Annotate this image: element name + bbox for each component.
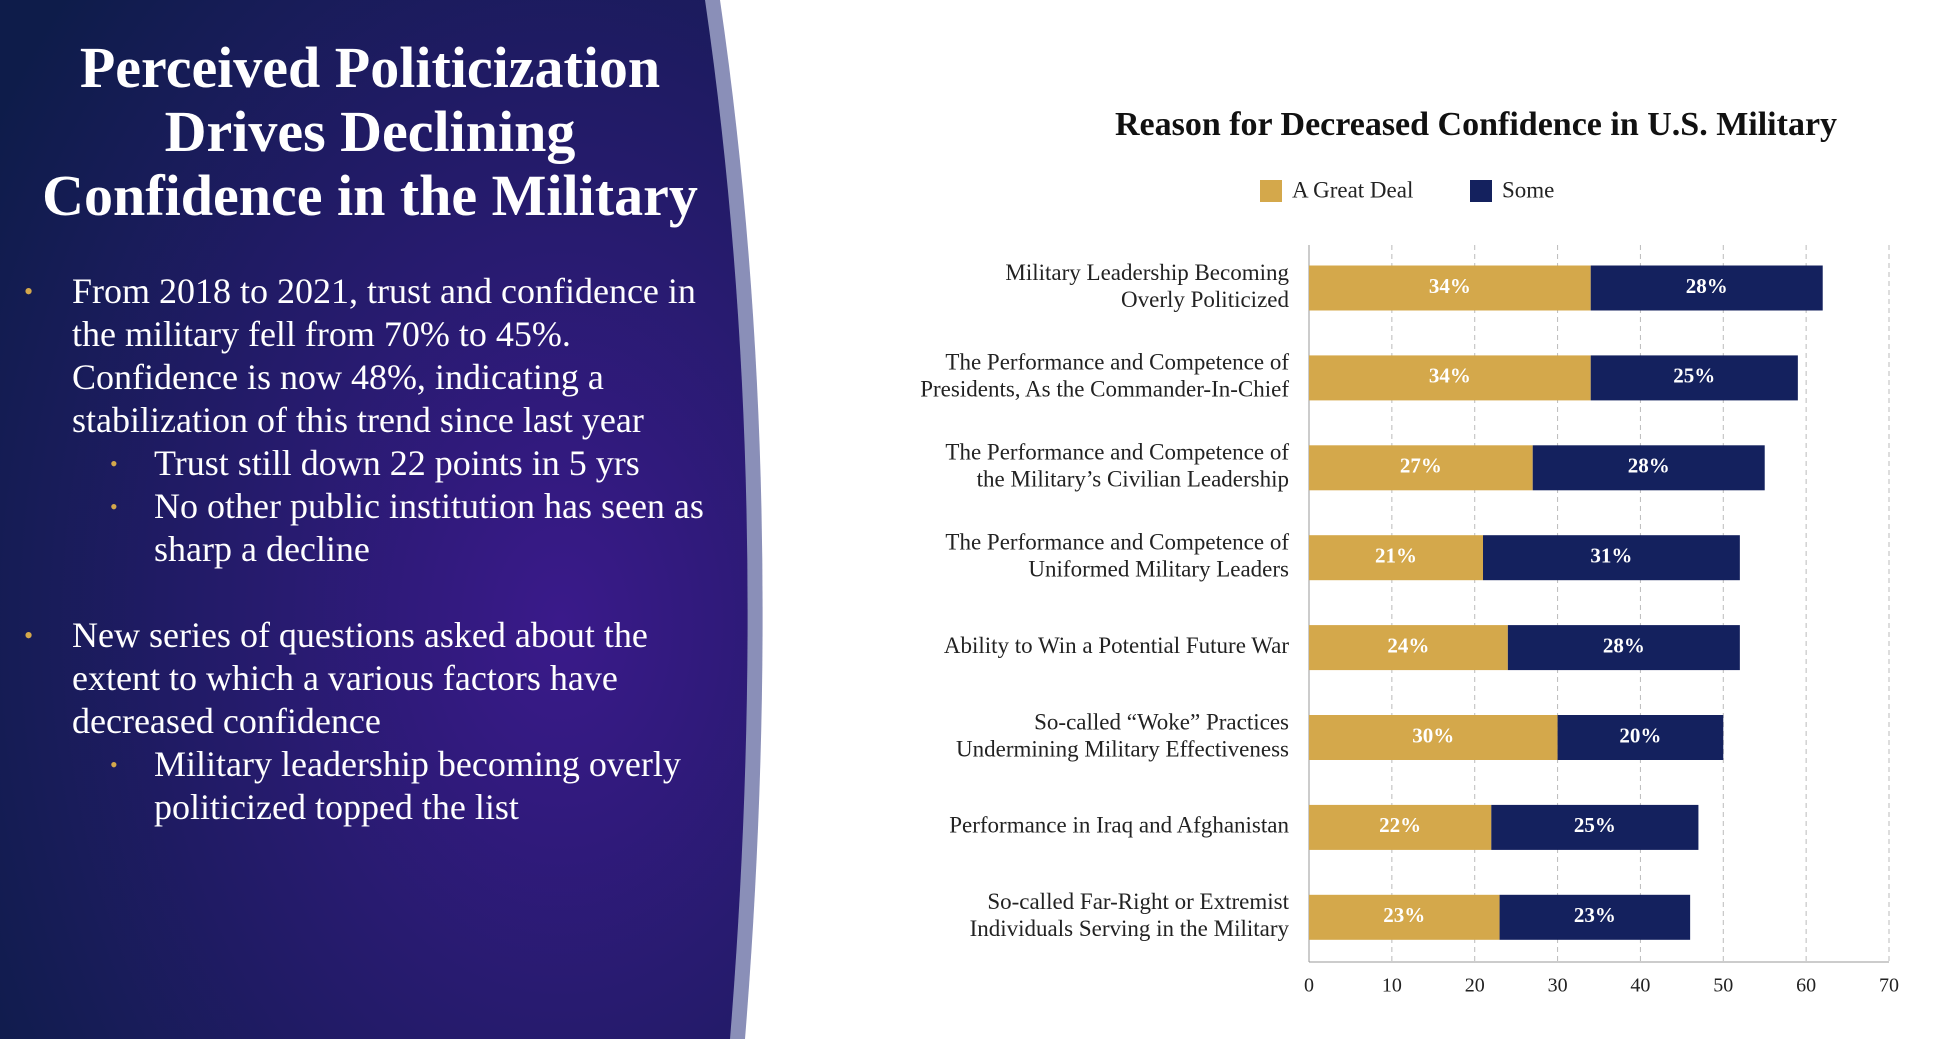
data-label: 22% — [1379, 813, 1421, 837]
y-tick-label: So-called Far-Right or Extremist — [987, 889, 1289, 914]
data-label: 31% — [1590, 544, 1632, 568]
bar-segment — [1483, 535, 1740, 581]
x-tick-label: 40 — [1630, 975, 1650, 997]
legend-label: Some — [1502, 177, 1554, 202]
bar-segment — [1557, 715, 1724, 760]
data-label: 21% — [1375, 544, 1417, 568]
data-label: 25% — [1673, 364, 1715, 388]
bar-segment — [1309, 625, 1508, 671]
y-tick-label: Ability to Win a Potential Future War — [944, 633, 1290, 658]
data-label: 28% — [1603, 633, 1645, 657]
data-label: 25% — [1574, 813, 1616, 837]
bullets: From 2018 to 2021, trust and confidence … — [0, 270, 760, 829]
bar-segment — [1532, 445, 1765, 491]
sub-bullet: Trust still down 22 points in 5 yrs — [110, 442, 754, 485]
data-label: 24% — [1387, 633, 1429, 657]
title-line: Confidence in the Military — [42, 163, 698, 228]
bar-segment — [1309, 894, 1500, 940]
bar-segment — [1309, 265, 1591, 311]
chart-title: Reason for Decreased Confidence in U.S. … — [1115, 106, 1837, 143]
bar-segment — [1309, 445, 1533, 491]
bar-segment — [1491, 804, 1699, 850]
bar-segment — [1309, 715, 1558, 760]
slide-title: Perceived Politicization Drives Declining… — [0, 36, 740, 228]
y-tick-label: Uniformed Military Leaders — [1028, 556, 1289, 581]
y-tick-label: Military Leadership Becoming — [1005, 260, 1289, 285]
legend-label: A Great Deal — [1292, 177, 1413, 202]
data-label: 27% — [1400, 454, 1442, 478]
y-tick-label: The Performance and Competence of — [945, 529, 1289, 554]
y-tick-label: Undermining Military Effectiveness — [956, 736, 1289, 761]
sub-bullets: Military leadership becoming overly poli… — [72, 743, 742, 829]
sub-bullets: Trust still down 22 points in 5 yrsNo ot… — [72, 442, 742, 571]
bullet: From 2018 to 2021, trust and confidence … — [24, 270, 742, 571]
data-label: 34% — [1429, 274, 1471, 298]
x-tick-label: 50 — [1713, 975, 1733, 997]
legend-swatch — [1470, 180, 1492, 202]
title-line: Perceived Politicization — [79, 35, 661, 100]
bar-segment — [1309, 804, 1492, 850]
bar-segment — [1309, 355, 1591, 401]
data-label: 23% — [1383, 903, 1425, 927]
left-panel: Perceived Politicization Drives Declining… — [0, 0, 760, 829]
data-label: 28% — [1686, 274, 1728, 298]
y-tick-label: Presidents, As the Commander-In-Chief — [920, 377, 1289, 402]
y-tick-label: The Performance and Competence of — [945, 440, 1289, 465]
title-line: Drives Declining — [164, 99, 576, 164]
sub-bullet: No other public institution has seen as … — [110, 485, 754, 571]
y-tick-label: Overly Politicized — [1121, 287, 1289, 312]
y-tick-label: the Military’s Civilian Leadership — [977, 467, 1289, 492]
bar-segment — [1590, 355, 1798, 401]
y-tick-label: So-called “Woke” Practices — [1034, 709, 1289, 734]
x-tick-label: 20 — [1465, 975, 1485, 997]
data-label: 30% — [1412, 723, 1454, 747]
bar-segment — [1590, 265, 1823, 311]
data-label: 28% — [1628, 454, 1670, 478]
y-tick-label: The Performance and Competence of — [945, 350, 1289, 375]
x-tick-label: 10 — [1382, 975, 1402, 997]
sub-bullet: Military leadership becoming overly poli… — [110, 743, 754, 829]
data-label: 23% — [1574, 903, 1616, 927]
x-tick-label: 0 — [1304, 975, 1314, 997]
bar-segment — [1499, 894, 1691, 940]
legend-item: Some — [1470, 177, 1554, 202]
legend-item: A Great Deal — [1260, 177, 1413, 202]
data-label: 34% — [1429, 364, 1471, 388]
data-label: 20% — [1619, 723, 1661, 747]
y-tick-label: Performance in Iraq and Afghanistan — [949, 813, 1289, 838]
x-tick-label: 30 — [1548, 975, 1568, 997]
bullet: New series of questions asked about the … — [24, 614, 742, 829]
x-tick-label: 60 — [1796, 975, 1816, 997]
x-tick-label: 70 — [1879, 975, 1899, 997]
y-tick-label: Individuals Serving in the Military — [970, 916, 1290, 941]
legend-swatch — [1260, 180, 1282, 202]
bar-segment — [1309, 535, 1483, 581]
bar-segment — [1507, 625, 1740, 671]
